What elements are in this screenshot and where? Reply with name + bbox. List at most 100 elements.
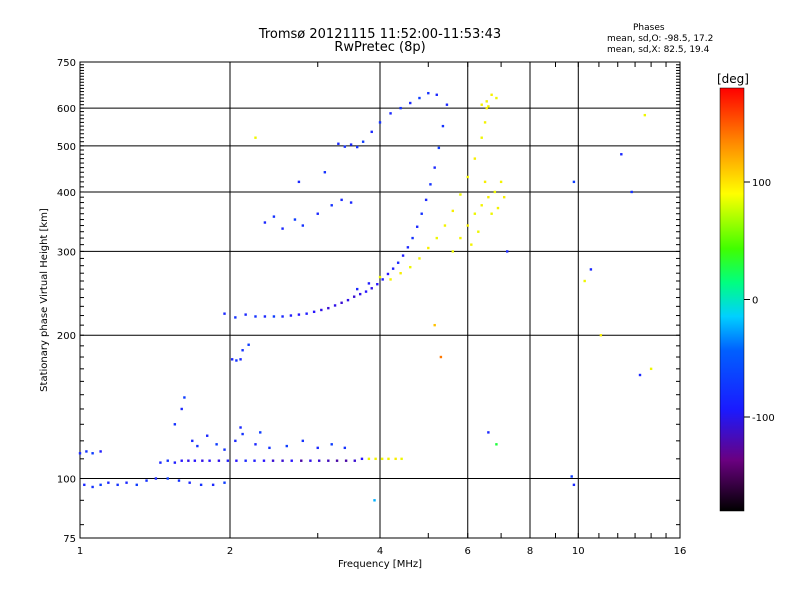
data-point [353,459,356,462]
data-point [180,459,183,462]
data-point [424,198,428,202]
data-point [234,316,237,319]
data-point [145,479,148,482]
y-axis-label: Stationary phase Virtual Height [km] [39,208,50,392]
data-point [389,112,392,115]
y-tick-label: 100 [57,475,76,486]
data-point [177,479,181,482]
data-point [180,407,183,411]
chart-title: Tromsø 20121115 11:52:00-11:53:43 [258,27,502,42]
data-point [297,313,301,316]
data-point [254,443,257,446]
data-point [389,278,392,281]
data-point [223,481,226,484]
data-point [239,358,242,361]
data-point [309,459,312,462]
data-point [343,446,347,450]
data-point [370,287,373,290]
data-point [415,225,419,228]
data-point [583,279,586,283]
data-point [429,183,432,186]
data-point [487,195,490,199]
data-point [263,315,267,318]
data-point [226,459,230,462]
data-point [340,198,343,202]
data-point [83,483,86,487]
data-point [271,459,275,462]
data-point [349,201,353,204]
data-point [316,446,319,450]
data-point [396,261,400,264]
data-point [499,180,503,184]
data-point [196,444,199,448]
data-point [125,481,128,484]
x-tick-label: 4 [377,546,383,557]
data-point [159,461,162,464]
data-point [199,483,203,487]
data-point [316,212,319,215]
data-point [409,101,412,105]
data-point [620,153,623,156]
data-point [290,459,293,462]
data-point [483,180,487,184]
data-point [374,457,377,461]
data-point [490,93,493,96]
data-point [91,452,94,455]
data-point [443,224,447,227]
data-point [411,236,414,240]
data-point [400,457,403,461]
data-point [480,204,483,207]
data-point [154,477,158,480]
data-point [451,209,455,213]
data-point [343,145,347,148]
data-point [649,367,653,371]
colorbar-tick-label: 0 [752,296,758,307]
data-point [477,230,480,233]
data-point [599,334,603,337]
data-point [367,282,371,285]
data-point [254,315,257,318]
data-point [253,459,256,462]
data-point [211,483,215,487]
data-point [223,448,226,451]
data-point [643,113,647,117]
data-point [312,310,316,314]
data-point [205,434,209,437]
data-point [340,301,343,304]
data-point [502,195,506,199]
data-point [399,106,402,110]
data-point [230,358,234,361]
data-point [268,446,271,450]
y-tick-label: 300 [57,247,76,258]
data-point [495,443,498,446]
data-point [235,459,238,462]
data-point [380,457,384,461]
x-tick-label: 8 [527,546,533,557]
data-point [427,91,430,95]
data-point [349,143,353,146]
colorbar-tick-label: 100 [752,178,771,189]
y-tick-label: 400 [57,188,76,199]
data-points [78,91,653,502]
data-point [473,212,477,215]
data-point [445,103,449,106]
data-point [244,459,247,462]
data-point [201,459,204,462]
data-point [399,272,402,275]
data-point [459,236,462,240]
gridlines [80,62,680,538]
data-point [300,459,303,462]
y-tick-label: 750 [57,58,76,69]
y-tick-label: 200 [57,331,76,342]
phases-x-stats: mean, sd,X: 82.5, 19.4 [607,45,710,55]
colorbar [719,87,745,512]
data-point [572,180,576,184]
y-tick-label: 500 [57,142,76,153]
data-point [285,444,288,448]
data-point [166,477,169,480]
data-point [330,443,333,446]
data-point [427,246,430,250]
data-point [406,246,410,249]
data-point [435,93,438,96]
